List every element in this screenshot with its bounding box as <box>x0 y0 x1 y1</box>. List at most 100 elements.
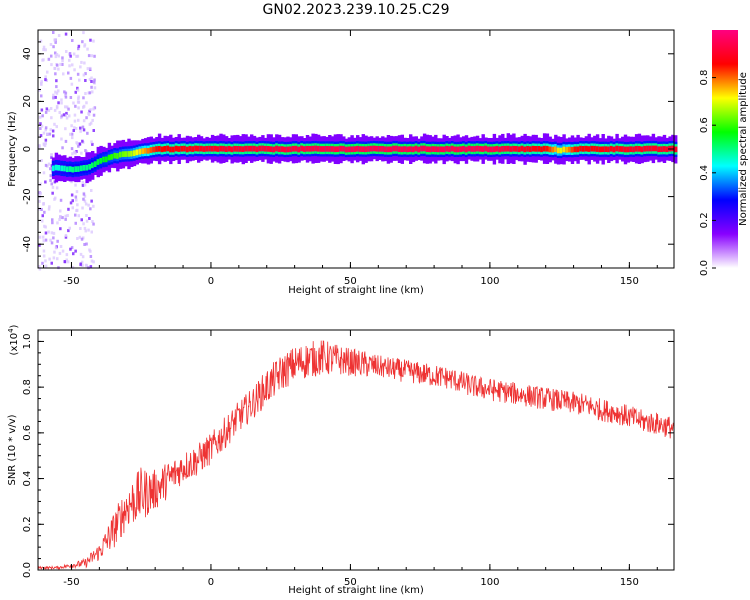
spectrogram-noise-cell <box>47 230 50 234</box>
spectrogram-noise-cell <box>69 247 72 251</box>
spectrogram-ridge-cell <box>456 146 460 153</box>
snr-x-tick-label: -50 <box>63 577 79 588</box>
spectrogram-ridge-cell <box>593 145 597 152</box>
spectrogram-ridge-cell <box>573 146 577 153</box>
spectrogram-noise-cell <box>42 142 46 146</box>
spectrogram-x-tick-label: 0 <box>208 276 214 287</box>
spectrogram-ridge-cell <box>609 145 614 152</box>
spectrogram-ridge-cell <box>216 146 220 152</box>
spectrogram-noise-cell <box>49 128 52 132</box>
spectrogram-noise-cell <box>76 86 79 90</box>
spectrogram-ridge-cell <box>213 145 218 152</box>
spectrogram-noise-cell <box>76 100 80 104</box>
spectrogram-ridge-cell <box>467 145 471 152</box>
spectrogram-ridge-cell <box>386 146 391 153</box>
spectrogram-noise-cell <box>90 54 94 58</box>
spectrogram-ridge-cell <box>227 145 232 152</box>
spectrogram-ridge-cell <box>590 145 594 152</box>
spectrogram-ridge-cell <box>113 152 117 159</box>
spectrogram-noise-cell <box>42 249 46 253</box>
spectrogram-noise-cell <box>38 88 41 92</box>
spectrogram-noise-cell <box>68 64 71 68</box>
spectrogram-x-tick-label: 100 <box>480 276 499 287</box>
spectrogram-ridge-cell <box>54 164 59 171</box>
spectrogram-ridge-cell <box>646 145 650 152</box>
spectrogram-noise-cell <box>71 152 74 156</box>
figure-title: GN02.2023.239.10.25.C29 <box>263 2 450 18</box>
spectrogram-ridge-cell <box>99 158 103 164</box>
spectrogram-ridge-cell <box>657 146 661 153</box>
spectrogram-noise-cell <box>49 107 53 110</box>
spectrogram-ridge-cell <box>442 146 446 153</box>
spectrogram-noise-cell <box>70 124 73 128</box>
spectrogram-ridge-cell <box>409 146 413 152</box>
snr-x-tick-label: 100 <box>480 577 499 588</box>
spectrogram-noise-cell <box>78 78 81 82</box>
spectrogram-noise-cell <box>42 45 46 49</box>
spectrogram-noise-cell <box>81 40 84 44</box>
spectrogram-noise-cell <box>70 82 74 86</box>
spectrogram-noise-cell <box>90 80 93 83</box>
spectrogram-ridge-cell <box>523 146 527 153</box>
snr-x-axis-label: Height of straight line (km) <box>288 585 424 596</box>
spectrogram-noise-cell <box>58 251 62 255</box>
spectrogram-noise-cell <box>64 139 68 143</box>
spectrogram-ridge-cell <box>481 146 485 152</box>
spectrogram-ridge-cell <box>674 146 678 153</box>
spectrogram-noise-cell <box>38 145 41 149</box>
colorbar-axes: 0.0 0.2 0.4 0.6 0.8 <box>699 70 716 276</box>
spectrogram-ridge-cell <box>303 146 307 152</box>
spectrogram-noise-cell <box>87 203 90 207</box>
spectrogram-noise-cell <box>71 206 74 210</box>
spectrogram-ridge-cell <box>219 145 223 152</box>
spectrogram-noise-cell <box>74 213 77 217</box>
spectrogram-y-tick-label: -40 <box>22 236 33 252</box>
spectrogram-noise-cell <box>59 215 62 218</box>
spectrogram-ridge-cell <box>124 151 128 157</box>
spectrogram-noise-cell <box>71 39 74 42</box>
spectrogram-noise-cell <box>44 180 47 184</box>
spectrogram-ridge-cell <box>322 146 326 152</box>
spectrogram-noise-cell <box>47 57 51 61</box>
spectrogram-ridge-cell <box>155 146 159 152</box>
snr-line <box>37 340 675 571</box>
spectrogram-ridge-cell <box>495 145 499 152</box>
spectrogram-ridge-cell <box>233 145 237 152</box>
spectrogram-noise-cell <box>90 85 93 89</box>
snr-y-tick-label: 0.2 <box>22 516 33 532</box>
spectrogram-noise-cell <box>81 181 85 184</box>
spectrogram-ridge-cell <box>174 145 179 152</box>
spectrogram-ridge-cell <box>157 146 162 152</box>
spectrogram-noise-cell <box>55 125 58 129</box>
spectrogram-noise-cell <box>76 88 80 92</box>
spectrogram-noise-cell <box>49 43 53 46</box>
spectrogram-noise-cell <box>42 239 45 243</box>
spectrogram-noise-cell <box>60 101 63 105</box>
spectrogram-ridge-cell <box>180 145 184 152</box>
spectrogram-noise-cell <box>85 214 88 217</box>
spectrogram-noise-cell <box>50 182 53 186</box>
spectrogram-noise-cell <box>93 54 96 58</box>
spectrogram-ridge-cell <box>473 146 477 152</box>
spectrogram-noise-cell <box>90 230 93 234</box>
spectrogram-ridge-cell <box>263 145 268 152</box>
spectrogram-noise-cell <box>93 86 97 90</box>
spectrogram-ridge-cell <box>565 146 569 153</box>
spectrogram-ridge-cell <box>537 146 541 152</box>
spectrogram-ridge-cell <box>367 146 371 152</box>
spectrogram-noise-cell <box>86 131 89 135</box>
spectrogram-ridge-cell <box>350 146 354 153</box>
colorbar-tick-label: 0.4 <box>699 165 710 181</box>
spectrogram-ridge-cell <box>272 146 276 153</box>
spectrogram-noise-cell <box>53 38 56 42</box>
snr-y-tick-label: 1.0 <box>22 333 33 349</box>
spectrogram-panel: -50 0 50 100 150 -40 -20 0 20 40 Height of straig… <box>7 29 678 296</box>
spectrogram-ridge-cell <box>595 146 600 152</box>
spectrogram-ridge-cell <box>319 146 324 152</box>
spectrogram-noise-cell <box>77 47 80 51</box>
spectrogram-ridge-cell <box>453 146 457 153</box>
spectrogram-ridge-cell <box>339 145 343 152</box>
spectrogram-ridge-cell <box>160 146 165 153</box>
spectrogram-noise-cell <box>76 72 80 76</box>
spectrogram-noise-cell <box>84 92 87 95</box>
